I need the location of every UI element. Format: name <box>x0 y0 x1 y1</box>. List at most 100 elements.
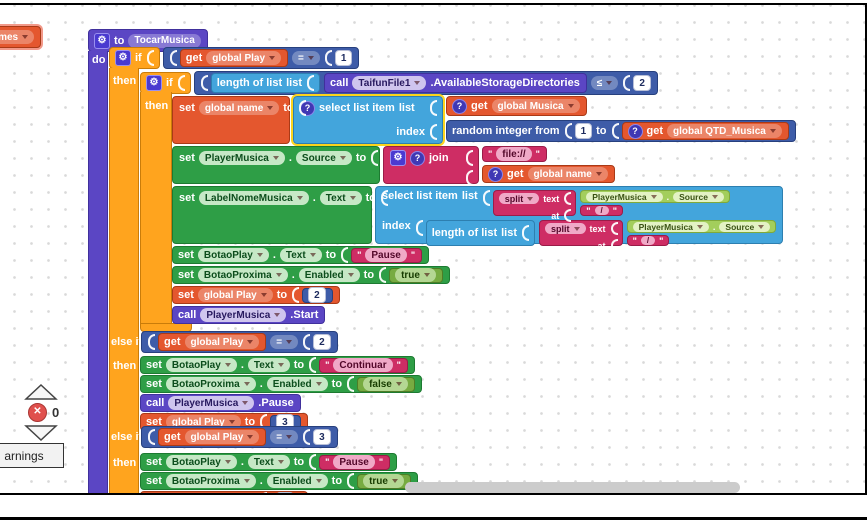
operator-dropdown[interactable]: ≤ <box>590 76 619 90</box>
logic-true-block[interactable]: true <box>389 267 443 283</box>
property-dropdown[interactable]: Text <box>247 455 290 469</box>
variable-dropdown[interactable]: global name <box>527 167 608 181</box>
call-player-pause-block[interactable]: call PlayerMusica .Pause <box>140 394 301 412</box>
warnings-toggle-up[interactable] <box>24 383 58 406</box>
number-field[interactable]: 3 <box>313 429 331 445</box>
set-botaoproxima-enabled-block[interactable]: set BotaoProxima . Enabled to true <box>140 472 418 490</box>
equals-block[interactable]: get global Play = 2 <box>141 331 338 353</box>
procedure-spine[interactable] <box>88 51 108 493</box>
help-icon[interactable]: ? <box>488 166 503 182</box>
string-file-block[interactable]: " file:// " <box>482 146 547 162</box>
get-global-name-block[interactable]: ? get global name <box>482 165 615 183</box>
variable-dropdown[interactable]: global Play <box>197 288 273 302</box>
string-field[interactable]: file:// <box>496 147 532 161</box>
select-list-item-block[interactable]: select list item list split text at <box>375 186 784 252</box>
error-indicator[interactable]: ✕ 0 <box>28 403 59 422</box>
set-botaoplay-text-block[interactable]: set BotaoPlay . Text to " Pause " <box>140 453 398 471</box>
string-field[interactable]: Pause <box>333 455 375 469</box>
lte-compare-block[interactable]: length of list list call TaifunFile1 .Av… <box>193 71 658 95</box>
component-dropdown[interactable]: PlayerMusica <box>168 396 255 410</box>
component-dropdown[interactable]: BotaoPlay <box>165 455 237 469</box>
set-global-play-block[interactable]: set global Play to 2 <box>172 286 340 304</box>
partial-variable-dropdown[interactable]: umes <box>0 30 35 44</box>
component-dropdown[interactable]: BotaoProxima <box>197 268 288 282</box>
player-source-getter-block[interactable]: PlayerMusica . Source <box>580 190 730 203</box>
horizontal-scrollbar[interactable] <box>405 482 740 493</box>
property-dropdown[interactable]: Enabled <box>298 268 360 282</box>
string-field[interactable]: / <box>640 236 656 245</box>
component-dropdown[interactable]: BotaoPlay <box>197 248 269 262</box>
split-dropdown[interactable]: split <box>545 223 586 234</box>
property-dropdown[interactable]: Text <box>319 191 362 205</box>
split-block[interactable]: split text at <box>492 190 577 222</box>
component-dropdown[interactable]: PlayerMusica <box>632 221 709 232</box>
gear-icon[interactable]: ⚙ <box>115 50 131 66</box>
set-botaoplay-text-block[interactable]: set BotaoPlay . Text to " Continuar " <box>140 356 415 374</box>
help-icon[interactable]: ? <box>627 123 643 139</box>
partial-variable-block[interactable]: umes <box>0 26 42 48</box>
call-taifun-block[interactable]: call TaifunFile1 .AvailableStorageDirect… <box>324 73 587 93</box>
get-global-play-block[interactable]: get global Play <box>179 49 289 67</box>
number-field[interactable]: 2 <box>308 287 326 303</box>
set-global-play-block[interactable]: set global Play to 2 <box>140 491 308 493</box>
component-dropdown[interactable]: PlayerMusica <box>198 151 285 165</box>
number-field[interactable]: 1 <box>334 50 353 66</box>
string-slash-block[interactable]: " / " <box>626 235 670 246</box>
gear-icon[interactable]: ⚙ <box>94 32 110 49</box>
random-integer-block[interactable]: random integer from 1 to ? get global QT… <box>446 120 796 142</box>
component-dropdown[interactable]: BotaoProxima <box>165 474 256 488</box>
set-botaoplay-text-block[interactable]: set BotaoPlay . Text to " Pause " <box>172 246 430 264</box>
string-field[interactable]: Continuar <box>333 358 393 372</box>
variable-dropdown[interactable]: global Play <box>184 430 260 444</box>
property-dropdown[interactable]: Enabled <box>266 474 328 488</box>
operator-dropdown[interactable]: = <box>270 335 299 349</box>
variable-dropdown[interactable]: global Play <box>165 415 241 429</box>
variable-dropdown[interactable]: global Play <box>206 51 282 65</box>
component-dropdown[interactable]: PlayerMusica <box>586 191 663 202</box>
component-dropdown[interactable]: PlayerMusica <box>200 308 287 322</box>
property-dropdown[interactable]: Source <box>295 151 352 165</box>
set-player-source-block[interactable]: set PlayerMusica . Source to <box>172 146 380 184</box>
number-field[interactable]: 1 <box>574 123 593 139</box>
operator-dropdown[interactable]: = <box>270 430 299 444</box>
string-pause-block[interactable]: " Pause " <box>351 247 423 263</box>
set-label-text-block[interactable]: set LabelNomeMusica . Text to <box>172 186 388 244</box>
set-global-name-block[interactable]: set global name to <box>172 96 306 144</box>
get-global-play-block[interactable]: get global Play <box>158 333 267 351</box>
property-dropdown[interactable]: Enabled <box>266 377 328 391</box>
string-slash-block[interactable]: " / " <box>580 205 624 216</box>
property-dropdown[interactable]: Text <box>279 248 322 262</box>
string-field[interactable]: Pause <box>365 248 407 262</box>
get-global-musica-block[interactable]: ? get global Musica <box>446 96 587 116</box>
operator-dropdown[interactable]: = <box>292 51 320 65</box>
get-global-play-block[interactable]: get global Play <box>158 428 267 446</box>
length-of-list-block[interactable]: length of list list <box>210 73 321 93</box>
player-source-getter-block[interactable]: PlayerMusica . Source <box>626 220 777 233</box>
set-botaoproxima-enabled-block[interactable]: set BotaoProxima . Enabled to false <box>140 375 422 393</box>
outer-if-block[interactable]: ⚙ if <box>109 47 160 69</box>
outer-if-spine[interactable] <box>109 68 139 493</box>
help-icon[interactable]: ? <box>410 150 425 166</box>
set-botaoproxima-enabled-block[interactable]: set BotaoProxima . Enabled to true <box>172 266 450 284</box>
select-list-item-block[interactable]: ? select list item list index <box>291 94 445 146</box>
number-block[interactable]: 2 <box>302 287 333 303</box>
variable-dropdown[interactable]: global Musica <box>491 99 580 113</box>
logic-dropdown[interactable]: true <box>363 474 404 488</box>
help-icon[interactable]: ? <box>452 98 467 114</box>
component-dropdown[interactable]: BotaoPlay <box>165 358 237 372</box>
variable-dropdown[interactable]: global Play <box>184 335 260 349</box>
gear-icon[interactable]: ⚙ <box>390 150 406 166</box>
logic-dropdown[interactable]: true <box>395 268 436 282</box>
variable-dropdown[interactable]: global name <box>198 101 280 115</box>
get-global-qtd-block[interactable]: ? get global QTD_Musica <box>621 122 789 140</box>
procedure-block[interactable]: ⚙ to TocarMusica <box>88 29 208 52</box>
equals-block[interactable]: get global Play = 3 <box>141 426 338 448</box>
number-field[interactable]: 2 <box>313 334 331 350</box>
join-block[interactable]: ⚙ ? join <box>383 146 479 186</box>
property-dropdown[interactable]: Source <box>673 191 724 202</box>
logic-true-block[interactable]: true <box>357 473 411 489</box>
property-dropdown[interactable]: Text <box>247 358 290 372</box>
string-field[interactable]: / <box>594 206 609 215</box>
length-of-list-block[interactable]: length of list list <box>425 220 536 246</box>
equals-block[interactable]: get global Play = 1 <box>162 47 360 69</box>
